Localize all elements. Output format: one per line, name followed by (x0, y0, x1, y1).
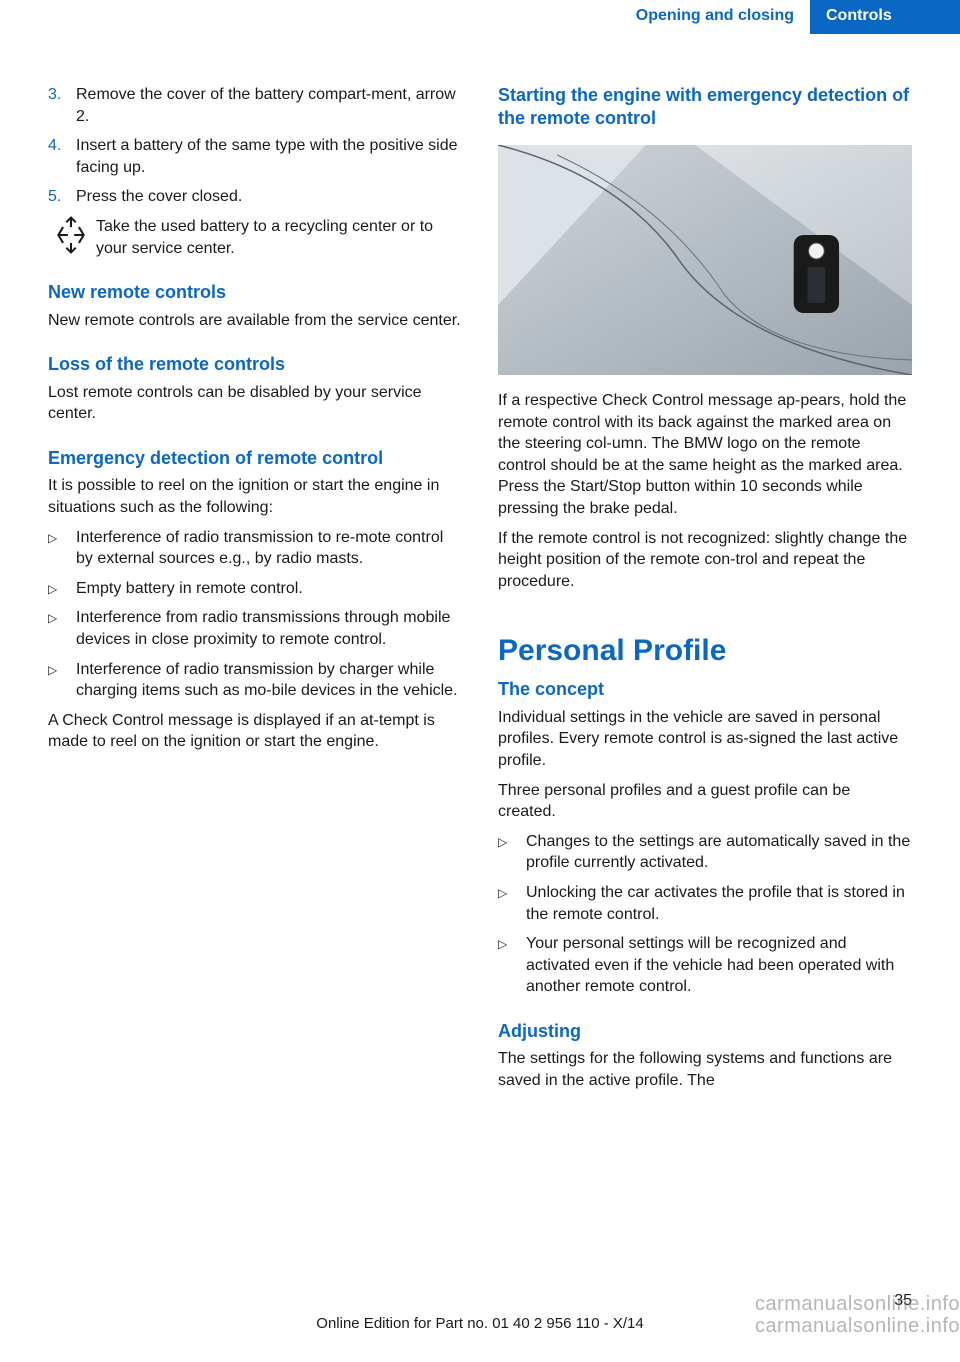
body-text: Three personal profiles and a guest prof… (498, 780, 912, 823)
recycle-note: Take the used battery to a recycling cen… (48, 216, 462, 259)
bullet-text: Interference of radio transmission by ch… (76, 659, 462, 702)
list-item: 3.Remove the cover of the battery compar… (48, 84, 462, 127)
body-text: Lost remote controls can be disabled by … (48, 382, 462, 425)
step-text: Remove the cover of the battery compart‐… (76, 84, 462, 127)
body-text: If the remote control is not recognized:… (498, 528, 912, 593)
triangle-bullet-icon: ▷ (498, 933, 526, 998)
list-item: ▷Changes to the settings are automatical… (498, 831, 912, 874)
triangle-bullet-icon: ▷ (48, 527, 76, 570)
body-text: It is possible to reel on the ignition o… (48, 475, 462, 518)
heading-emergency: Emergency detection of remote control (48, 447, 462, 470)
body-text: Individual settings in the vehicle are s… (498, 707, 912, 772)
emergency-list: ▷Interference of radio transmission to r… (48, 527, 462, 702)
left-column: 3.Remove the cover of the battery compar… (48, 84, 462, 1100)
body-text: The settings for the following systems a… (498, 1048, 912, 1091)
recycle-icon (48, 216, 96, 259)
step-number: 4. (48, 135, 76, 178)
page-header: Opening and closing Controls (0, 0, 960, 34)
concept-list: ▷Changes to the settings are automatical… (498, 831, 912, 998)
bullet-text: Changes to the settings are automaticall… (526, 831, 912, 874)
bullet-text: Empty battery in remote control. (76, 578, 303, 600)
triangle-bullet-icon: ▷ (48, 607, 76, 650)
bullet-text: Interference from radio transmissions th… (76, 607, 462, 650)
body-text: A Check Control message is displayed if … (48, 710, 462, 753)
header-chapter: Controls (810, 0, 960, 34)
watermark-text: carmanualsonline.info (755, 1315, 960, 1338)
page-content: 3.Remove the cover of the battery compar… (0, 34, 960, 1100)
triangle-bullet-icon: ▷ (498, 882, 526, 925)
triangle-bullet-icon: ▷ (48, 578, 76, 600)
step-number: 5. (48, 186, 76, 208)
bullet-text: Your personal settings will be recognize… (526, 933, 912, 998)
header-section: Opening and closing (620, 0, 810, 34)
list-item: ▷Empty battery in remote control. (48, 578, 462, 600)
list-item: ▷Unlocking the car activates the profile… (498, 882, 912, 925)
list-item: ▷Your personal settings will be recogniz… (498, 933, 912, 998)
heading-new-remote: New remote controls (48, 281, 462, 304)
watermark-text: carmanualsonline.info (755, 1293, 960, 1316)
battery-steps: 3.Remove the cover of the battery compar… (48, 84, 462, 208)
right-column: Starting the engine with emergency detec… (498, 84, 912, 1100)
heading-concept: The concept (498, 678, 912, 701)
steering-column-figure (498, 145, 912, 375)
triangle-bullet-icon: ▷ (498, 831, 526, 874)
list-item: ▷Interference of radio transmission to r… (48, 527, 462, 570)
heading-personal-profile: Personal Profile (498, 634, 912, 668)
body-text: If a respective Check Control message ap… (498, 390, 912, 520)
list-item: ▷Interference from radio transmissions t… (48, 607, 462, 650)
heading-loss-remote: Loss of the remote controls (48, 353, 462, 376)
body-text: New remote controls are available from t… (48, 310, 462, 332)
step-text: Press the cover closed. (76, 186, 242, 208)
step-text: Insert a battery of the same type with t… (76, 135, 462, 178)
heading-start-engine: Starting the engine with emergency detec… (498, 84, 912, 129)
list-item: 5.Press the cover closed. (48, 186, 462, 208)
list-item: ▷Interference of radio transmission by c… (48, 659, 462, 702)
list-item: 4.Insert a battery of the same type with… (48, 135, 462, 178)
bullet-text: Unlocking the car activates the profile … (526, 882, 912, 925)
bullet-text: Interference of radio transmission to re… (76, 527, 462, 570)
triangle-bullet-icon: ▷ (48, 659, 76, 702)
step-number: 3. (48, 84, 76, 127)
heading-adjusting: Adjusting (498, 1020, 912, 1043)
recycle-text: Take the used battery to a recycling cen… (96, 216, 462, 259)
